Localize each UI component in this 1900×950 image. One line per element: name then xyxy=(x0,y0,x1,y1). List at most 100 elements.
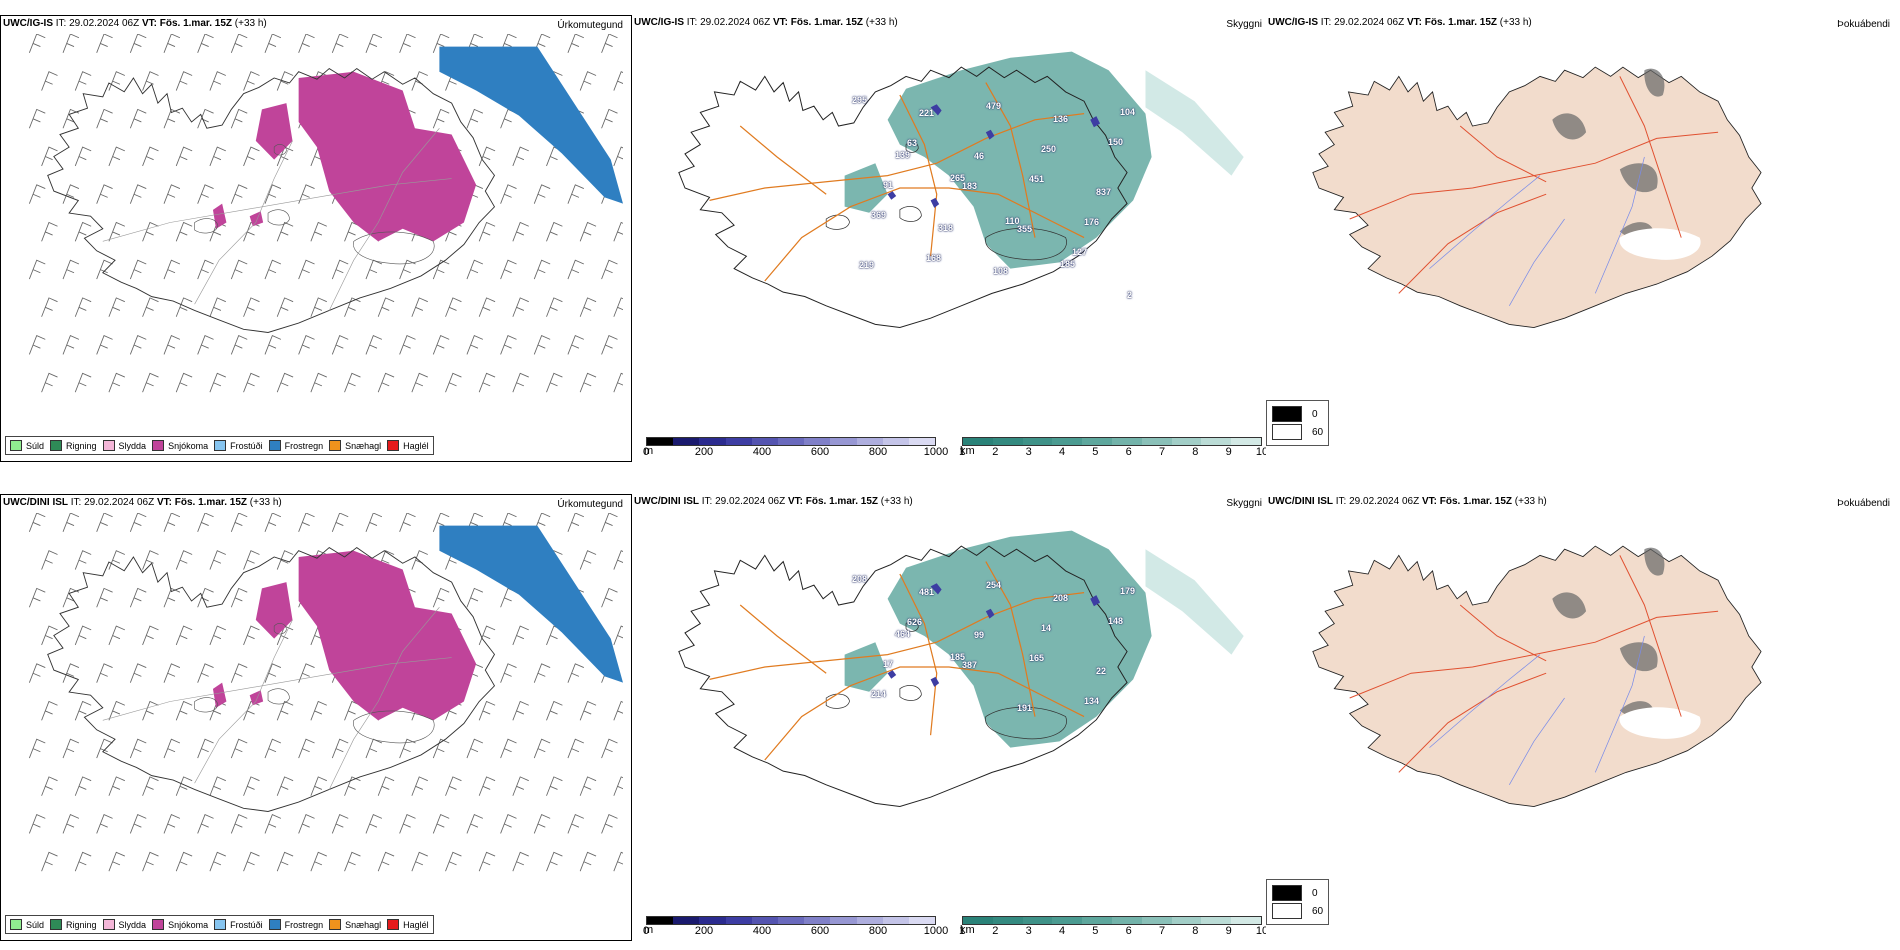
vt-value: Fös. 1.mar. 15Z xyxy=(1439,496,1513,507)
fog-map xyxy=(1312,66,1762,328)
colorbar-tick: 800 xyxy=(868,446,888,458)
colorbar-tick: 0 xyxy=(642,446,650,458)
it-value: 29.02.2024 06Z xyxy=(1334,17,1405,28)
it-value: 29.02.2024 06Z xyxy=(84,497,155,508)
colorbar-tick: 1 xyxy=(958,925,966,937)
freezing-rain-area xyxy=(439,525,623,683)
legend-label: Frostúði xyxy=(230,919,263,930)
visibility-height-label: 148 xyxy=(1108,616,1124,626)
colorbar-unit: m xyxy=(644,924,654,936)
colorbar-tick: 400 xyxy=(752,925,772,937)
map-panel-5: UWC/DINI ISL IT: 29.02.2024 06Z VT: Fös.… xyxy=(632,494,1268,941)
colorbar-tick: 1000 xyxy=(923,925,949,937)
colorbar-tick: 2 xyxy=(992,925,999,937)
lead-time: (+33 h) xyxy=(234,18,267,29)
legend-label: Frostúði xyxy=(230,440,263,451)
fog-index-legend: 0 60 xyxy=(1266,879,1330,925)
model-name: UWC/DINI ISL xyxy=(3,497,68,508)
legend-swatch xyxy=(10,919,22,930)
legend-label: Rigning xyxy=(66,919,97,930)
it-label: IT: xyxy=(1335,496,1347,507)
it-label: IT: xyxy=(55,18,67,29)
legend-swatch xyxy=(214,919,227,930)
visibility-height-label: 136 xyxy=(1053,114,1069,124)
visibility-height-label: 183 xyxy=(962,181,978,191)
visibility-height-label: 108 xyxy=(993,266,1009,276)
legend-label: Slydda xyxy=(118,440,147,451)
legend-item: Frostúði xyxy=(214,440,263,451)
visibility-field xyxy=(844,51,1152,269)
colorbar-unit: m xyxy=(644,445,654,457)
fog-swatch xyxy=(1272,406,1302,422)
map-panel-4: UWC/DINI ISL IT: 29.02.2024 06Z VT: Fös.… xyxy=(0,494,632,941)
visibility-height-label: 165 xyxy=(1029,653,1045,663)
visibility-height-label: 176 xyxy=(1084,217,1100,227)
legend-item: Rigning xyxy=(50,440,97,451)
legend-label: Snjókoma xyxy=(168,440,209,451)
colorbar-tick: 800 xyxy=(868,925,888,937)
snow-area xyxy=(212,71,477,242)
vt-label: VT: xyxy=(787,496,803,507)
it-label: IT: xyxy=(686,17,698,28)
vt-label: VT: xyxy=(1421,496,1437,507)
height-colorbar: 0 200 400 600 800 1000 m xyxy=(643,916,948,937)
map-panel-6: UWC/DINI ISL IT: 29.02.2024 06Z VT: Fös.… xyxy=(1266,494,1900,941)
legend-item: Slydda xyxy=(102,440,147,451)
visibility-height-label: 837 xyxy=(1096,187,1112,197)
colorbar-tick: 6 xyxy=(1125,446,1132,458)
vt-label: VT: xyxy=(141,18,157,29)
visibility-height-label: 14 xyxy=(1041,623,1052,633)
legend-swatch xyxy=(329,440,342,451)
legend-swatch xyxy=(268,440,281,451)
visibility-height-label: 355 xyxy=(1017,224,1033,234)
visibility-field xyxy=(844,530,1152,748)
vt-label: VT: xyxy=(772,17,788,28)
it-label: IT: xyxy=(1320,17,1332,28)
visibility-height-label: 250 xyxy=(1041,144,1057,154)
legend-swatch xyxy=(214,440,227,451)
legend-swatch xyxy=(152,919,165,930)
legend-label: Haglél xyxy=(403,919,429,930)
precip-type-legend: Súld Rigning Slydda Snjókoma Frostúði Frostre… xyxy=(5,915,434,934)
vt-label: VT: xyxy=(156,497,172,508)
vt-value: Fös. 1.mar. 15Z xyxy=(174,497,248,508)
visibility-height-label: 219 xyxy=(859,260,875,270)
fog-swatch xyxy=(1272,903,1302,919)
legend-label: Snæhagl xyxy=(345,919,382,930)
visibility-height-label: 91 xyxy=(883,180,894,190)
visibility-height-label: 185 xyxy=(950,652,966,662)
colorbar-tick: 3 xyxy=(1025,925,1032,937)
legend-item: Snæhagl xyxy=(329,440,381,451)
visibility-height-label: 185 xyxy=(1060,259,1076,269)
legend-item: Snjókoma xyxy=(152,919,208,930)
colorbar-tick: 9 xyxy=(1225,925,1232,937)
lead-time: (+33 h) xyxy=(1499,17,1532,28)
vt-value: Fös. 1.mar. 15Z xyxy=(805,496,879,507)
fog-value: 60 xyxy=(1312,905,1324,917)
visibility-height-label: 295 xyxy=(852,95,868,105)
panel-title: Úrkomutegund xyxy=(557,499,623,510)
legend-item: Rigning xyxy=(50,919,97,930)
panel-title: Þokuábendi xyxy=(1837,498,1890,509)
it-value: 29.02.2024 06Z xyxy=(1349,496,1420,507)
colorbar-tick: 5 xyxy=(1092,925,1099,937)
colorbar-tick: 400 xyxy=(752,446,772,458)
panel-title: Úrkomutegund xyxy=(557,20,623,31)
visibility-height-label: 464 xyxy=(895,629,911,639)
run-info-header: UWC/IG-IS IT: 29.02.2024 06Z VT: Fös. 1.… xyxy=(3,18,267,30)
colorbar-tick: 10 xyxy=(1255,446,1269,458)
visibility-height-label: 104 xyxy=(1120,107,1136,117)
model-name: UWC/IG-IS xyxy=(634,17,684,28)
it-value: 29.02.2024 06Z xyxy=(69,18,140,29)
colorbar-tick: 1 xyxy=(958,446,966,458)
visibility-colorbar: 1 2 3 4 5 6 7 8 9 10 km xyxy=(958,437,1268,458)
legend-item: Haglél xyxy=(387,919,429,930)
legend-swatch xyxy=(329,919,342,930)
colorbar-tick: 200 xyxy=(694,446,714,458)
panel-title: Þokuábendi xyxy=(1837,19,1890,30)
run-info-header: UWC/IG-IS IT: 29.02.2024 06Z VT: Fös. 1.… xyxy=(1268,17,1532,29)
lead-time: (+33 h) xyxy=(249,497,282,508)
run-info-header: UWC/DINI ISL IT: 29.02.2024 06Z VT: Fös.… xyxy=(3,497,282,509)
visibility-height-label: 99 xyxy=(974,630,985,640)
panel-title: Skyggni xyxy=(1226,19,1262,30)
